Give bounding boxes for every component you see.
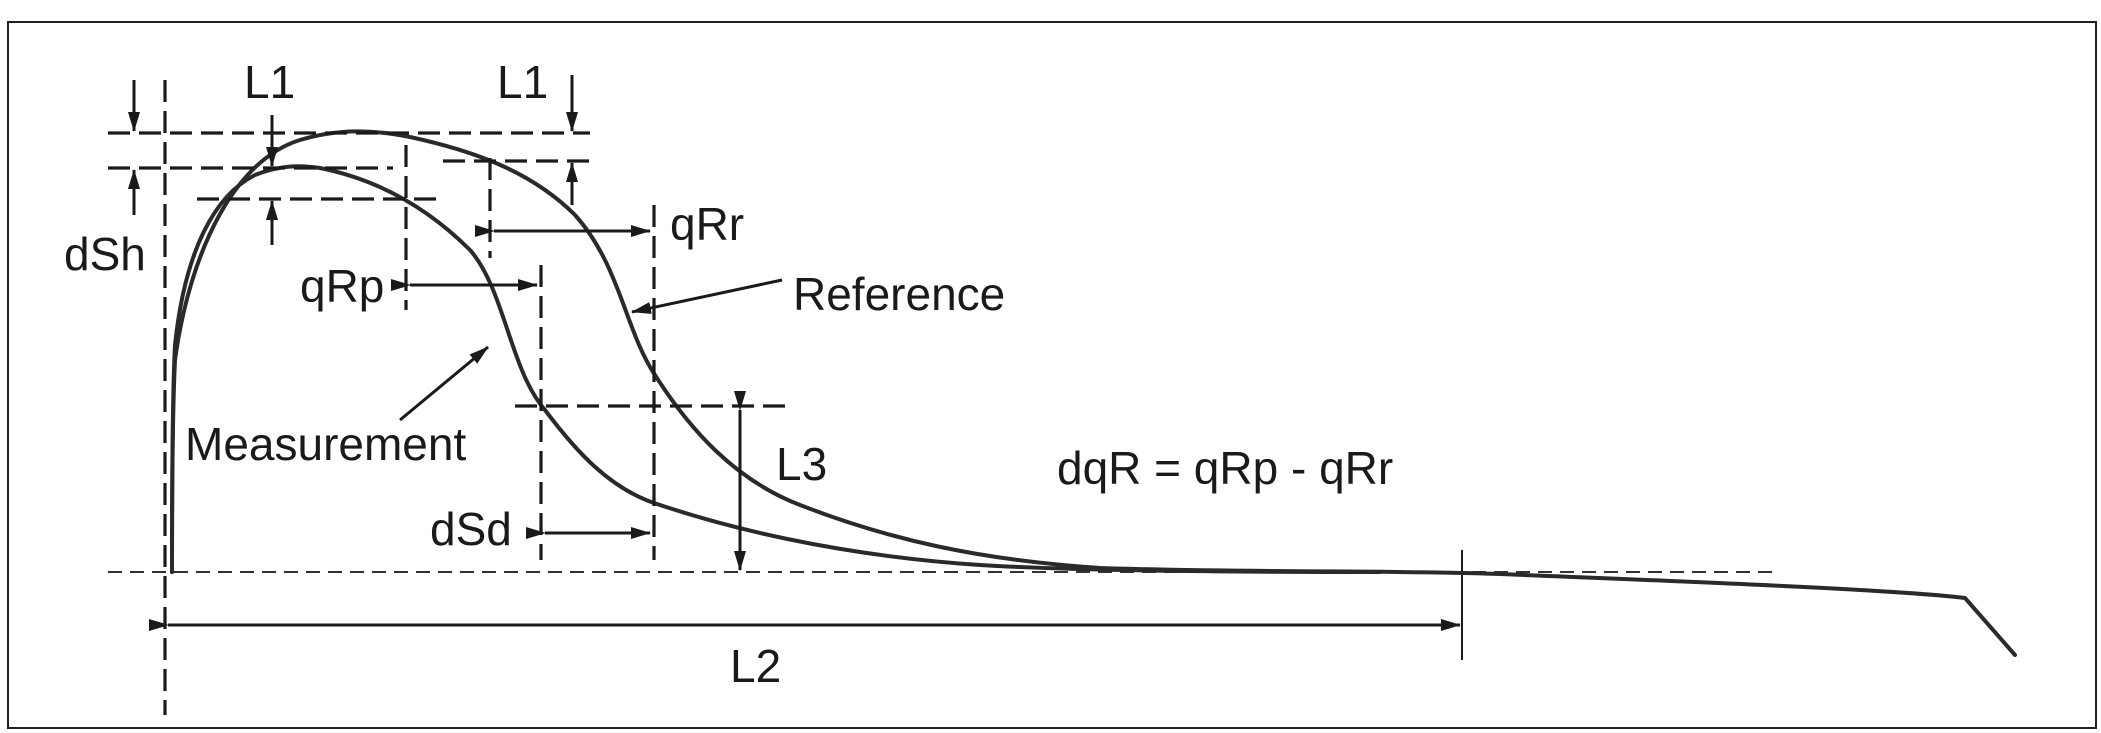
reference-curve bbox=[170, 129, 2017, 657]
label-l3: L3 bbox=[776, 438, 827, 490]
label-measurement: Measurement bbox=[185, 418, 466, 470]
label-reference: Reference bbox=[793, 268, 1005, 320]
measurement-curve bbox=[170, 164, 1382, 574]
measurement-pointer bbox=[399, 345, 489, 422]
label-dsh: dSh bbox=[64, 228, 146, 280]
diagram-frame bbox=[7, 21, 2097, 729]
label-l2: L2 bbox=[730, 640, 781, 692]
reference-pointer bbox=[631, 278, 783, 314]
label-qrp: qRp bbox=[300, 260, 384, 312]
label-formula: dqR = qRp - qRr bbox=[1057, 442, 1393, 494]
label-l1-left: L1 bbox=[244, 56, 295, 108]
label-l1-right: L1 bbox=[497, 56, 548, 108]
label-qrr: qRr bbox=[670, 198, 744, 250]
label-dsd: dSd bbox=[430, 503, 512, 555]
